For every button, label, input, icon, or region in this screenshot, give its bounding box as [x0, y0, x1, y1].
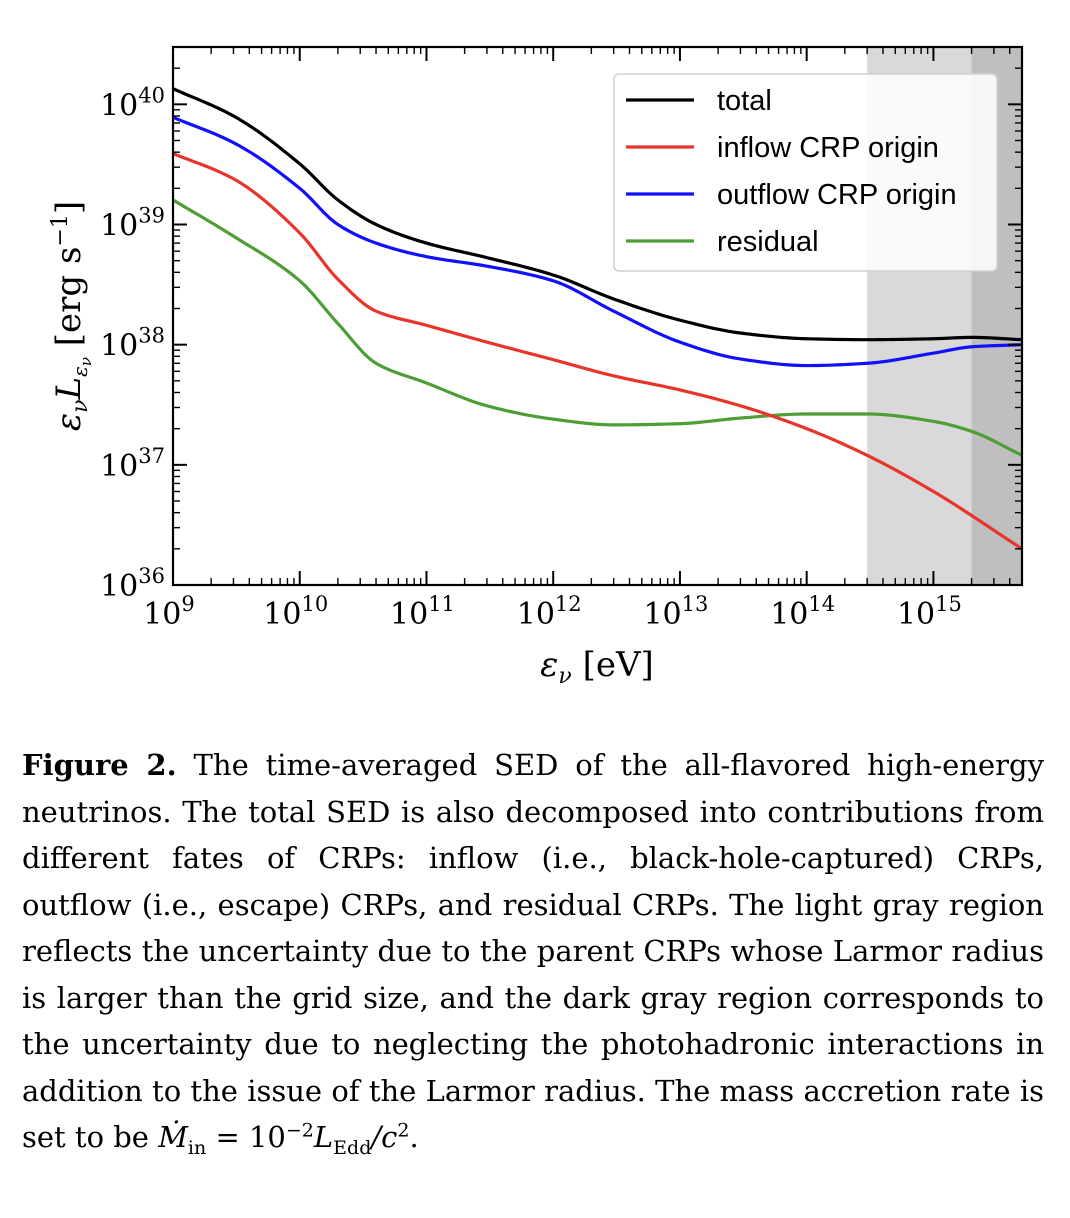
y-tick-label: 1037 — [100, 444, 165, 484]
plot-frame — [171, 45, 1024, 587]
y-axis-label: ενLεν [erg s−1] — [48, 201, 95, 431]
figure: 109 1010 1011 1012 1013 1014 1015 1036 1037 1038 1… — [48, 45, 1024, 689]
caption-label: Figure 2. — [22, 748, 177, 782]
legend-entry: total — [626, 85, 772, 117]
legend-label: inflow CRP origin — [717, 132, 939, 164]
x-axis-label: εν [eV] — [540, 645, 654, 689]
x-tick-label: 1011 — [390, 592, 455, 632]
legend: total inflow CRP origin outflow CRP origin… — [613, 73, 998, 272]
series-line-total — [173, 87, 1022, 342]
caption-text: The time-averaged SED of the all-flavore… — [22, 748, 1044, 1154]
legend-box — [613, 73, 998, 272]
x-tick-label: 1010 — [263, 592, 328, 632]
series-line-outflow-crp-origin — [173, 115, 1022, 368]
x-tick-label: 1015 — [897, 592, 962, 632]
legend-label: residual — [717, 226, 819, 258]
series-line-residual — [173, 198, 1022, 457]
y-tick-label: 1039 — [100, 204, 165, 244]
legend-entry: inflow CRP origin — [626, 132, 939, 164]
x-tick-label: 1014 — [770, 592, 835, 632]
y-tick-label: 1036 — [100, 564, 165, 604]
x-tick-label: 1012 — [517, 592, 582, 632]
figure-caption: Figure 2. The time-averaged SED of the a… — [22, 742, 1044, 1161]
y-tick-label: 1040 — [100, 83, 165, 123]
x-tick-label: 109 — [143, 592, 195, 632]
legend-label: outflow CRP origin — [717, 179, 957, 211]
legend-entry: outflow CRP origin — [626, 179, 957, 211]
caption-formula: Ṁin = 10−2LEdd/c2. — [158, 1119, 419, 1159]
y-tick-label: 1038 — [100, 324, 165, 364]
sed-chart: 109 1010 1011 1012 1013 1014 1015 1036 1037 1038 1… — [48, 45, 1024, 689]
x-tick-label: 1013 — [643, 592, 708, 632]
series-line-inflow-crp-origin — [173, 151, 1022, 551]
legend-entry: residual — [626, 226, 819, 258]
legend-label: total — [717, 85, 772, 117]
